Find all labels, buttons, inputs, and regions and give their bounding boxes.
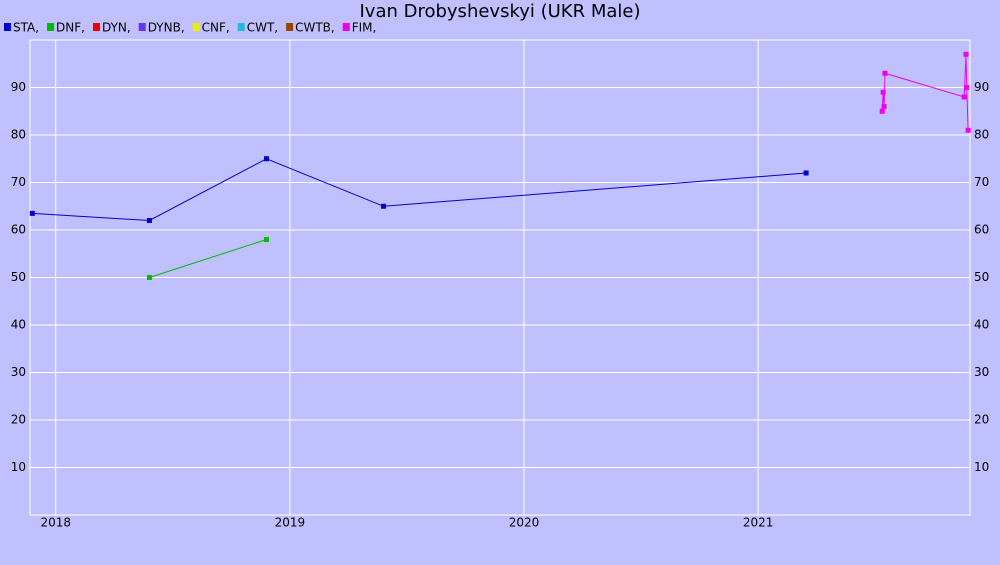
legend-swatch [138,23,146,31]
point [803,170,809,176]
point [882,70,888,76]
y-tick-label: 30 [11,365,26,379]
y-tick-label: 10 [11,460,26,474]
legend-label: DYN, [102,21,131,35]
point [146,275,152,280]
legend-swatch [47,23,55,31]
legend-label: DYNB, [148,21,185,35]
y2-tick-label: 60 [974,223,989,237]
chart-title: Ivan Drobyshevskyi (UKR Male) [359,1,640,22]
y-tick-label: 80 [11,128,26,142]
point [881,104,887,109]
x-tick-label: 2018 [40,516,71,530]
legend-swatch [4,23,11,31]
legend-label: CNF, [202,21,230,35]
legend-label: CWTB, [295,21,335,35]
y-tick-label: 60 [11,223,26,237]
point [880,89,886,95]
legend-label: FIM, [352,21,377,35]
legend-label: DNF, [56,21,85,35]
point [263,237,269,242]
y-tick-label: 70 [11,175,26,189]
point [961,94,967,100]
legend-swatch [237,23,245,31]
legend-label: STA, [13,21,39,35]
point [965,127,971,133]
series-line [149,239,267,278]
y2-tick-label: 80 [974,128,989,142]
x-tick-label: 2021 [743,516,774,530]
legend-label: CWT, [247,21,278,35]
x-tick-label: 2020 [509,516,540,530]
y-tick-label: 20 [11,413,26,427]
x-tick-label: 2019 [275,516,306,530]
point [963,51,969,57]
legend-swatch [92,23,100,31]
point [879,108,885,114]
y2-tick-label: 50 [974,270,989,284]
y2-tick-label: 10 [974,460,989,474]
legend-swatch [192,23,200,31]
y-tick-label: 50 [11,270,26,284]
legend-swatch [342,23,350,31]
point [29,210,35,216]
y-tick-label: 90 [11,80,26,94]
y2-tick-label: 90 [974,80,989,94]
y2-tick-label: 20 [974,413,989,427]
point [263,156,269,162]
y2-tick-label: 40 [974,318,989,332]
point [381,203,387,209]
point [964,85,970,90]
y-tick-label: 40 [11,318,26,332]
point [146,218,152,223]
y2-tick-label: 30 [974,365,989,379]
legend-swatch [286,23,294,31]
y2-tick-label: 70 [974,175,989,189]
